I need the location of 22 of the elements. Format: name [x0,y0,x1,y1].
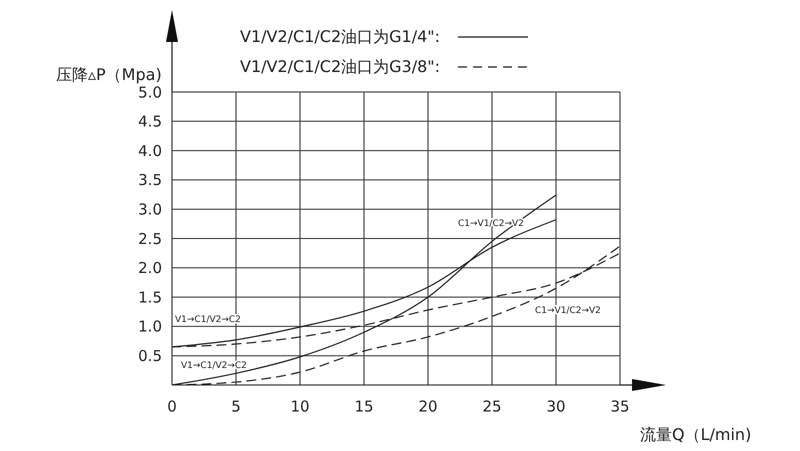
x-tick-label: 15 [354,398,374,416]
x-tick-label: 30 [546,398,566,416]
legend-label: V1/V2/C1/C2油口为G3/8": [240,56,440,78]
y-tick-label: 0.5 [138,347,162,366]
x-tick-label: 0 [167,398,177,416]
y-tick-label: 1.5 [138,288,162,306]
x-axis-title: 流量Q（L/min) [640,425,752,444]
x-tick-label: 20 [418,398,438,416]
x-tick-label: 5 [231,398,241,416]
y-tick-label: 2.0 [138,259,162,278]
x-tick-label: 25 [482,398,502,416]
y-tick-label: 1.0 [138,318,162,336]
y-tick-label: 3.0 [138,200,162,219]
y-axis-title: 压降▵P（Mpa) [56,65,162,84]
y-tick-label: 4.5 [138,112,162,131]
x-tick-label: 10 [290,398,310,416]
y-tick-label: 5.0 [138,83,162,102]
y-tick-label: 4.0 [138,142,162,160]
y-tick-label: 2.5 [138,230,162,248]
x-tick-label: 35 [610,398,630,416]
legend-label: V1/V2/C1/C2油口为G1/4": [240,26,440,48]
y-tick-label: 3.5 [138,171,162,190]
